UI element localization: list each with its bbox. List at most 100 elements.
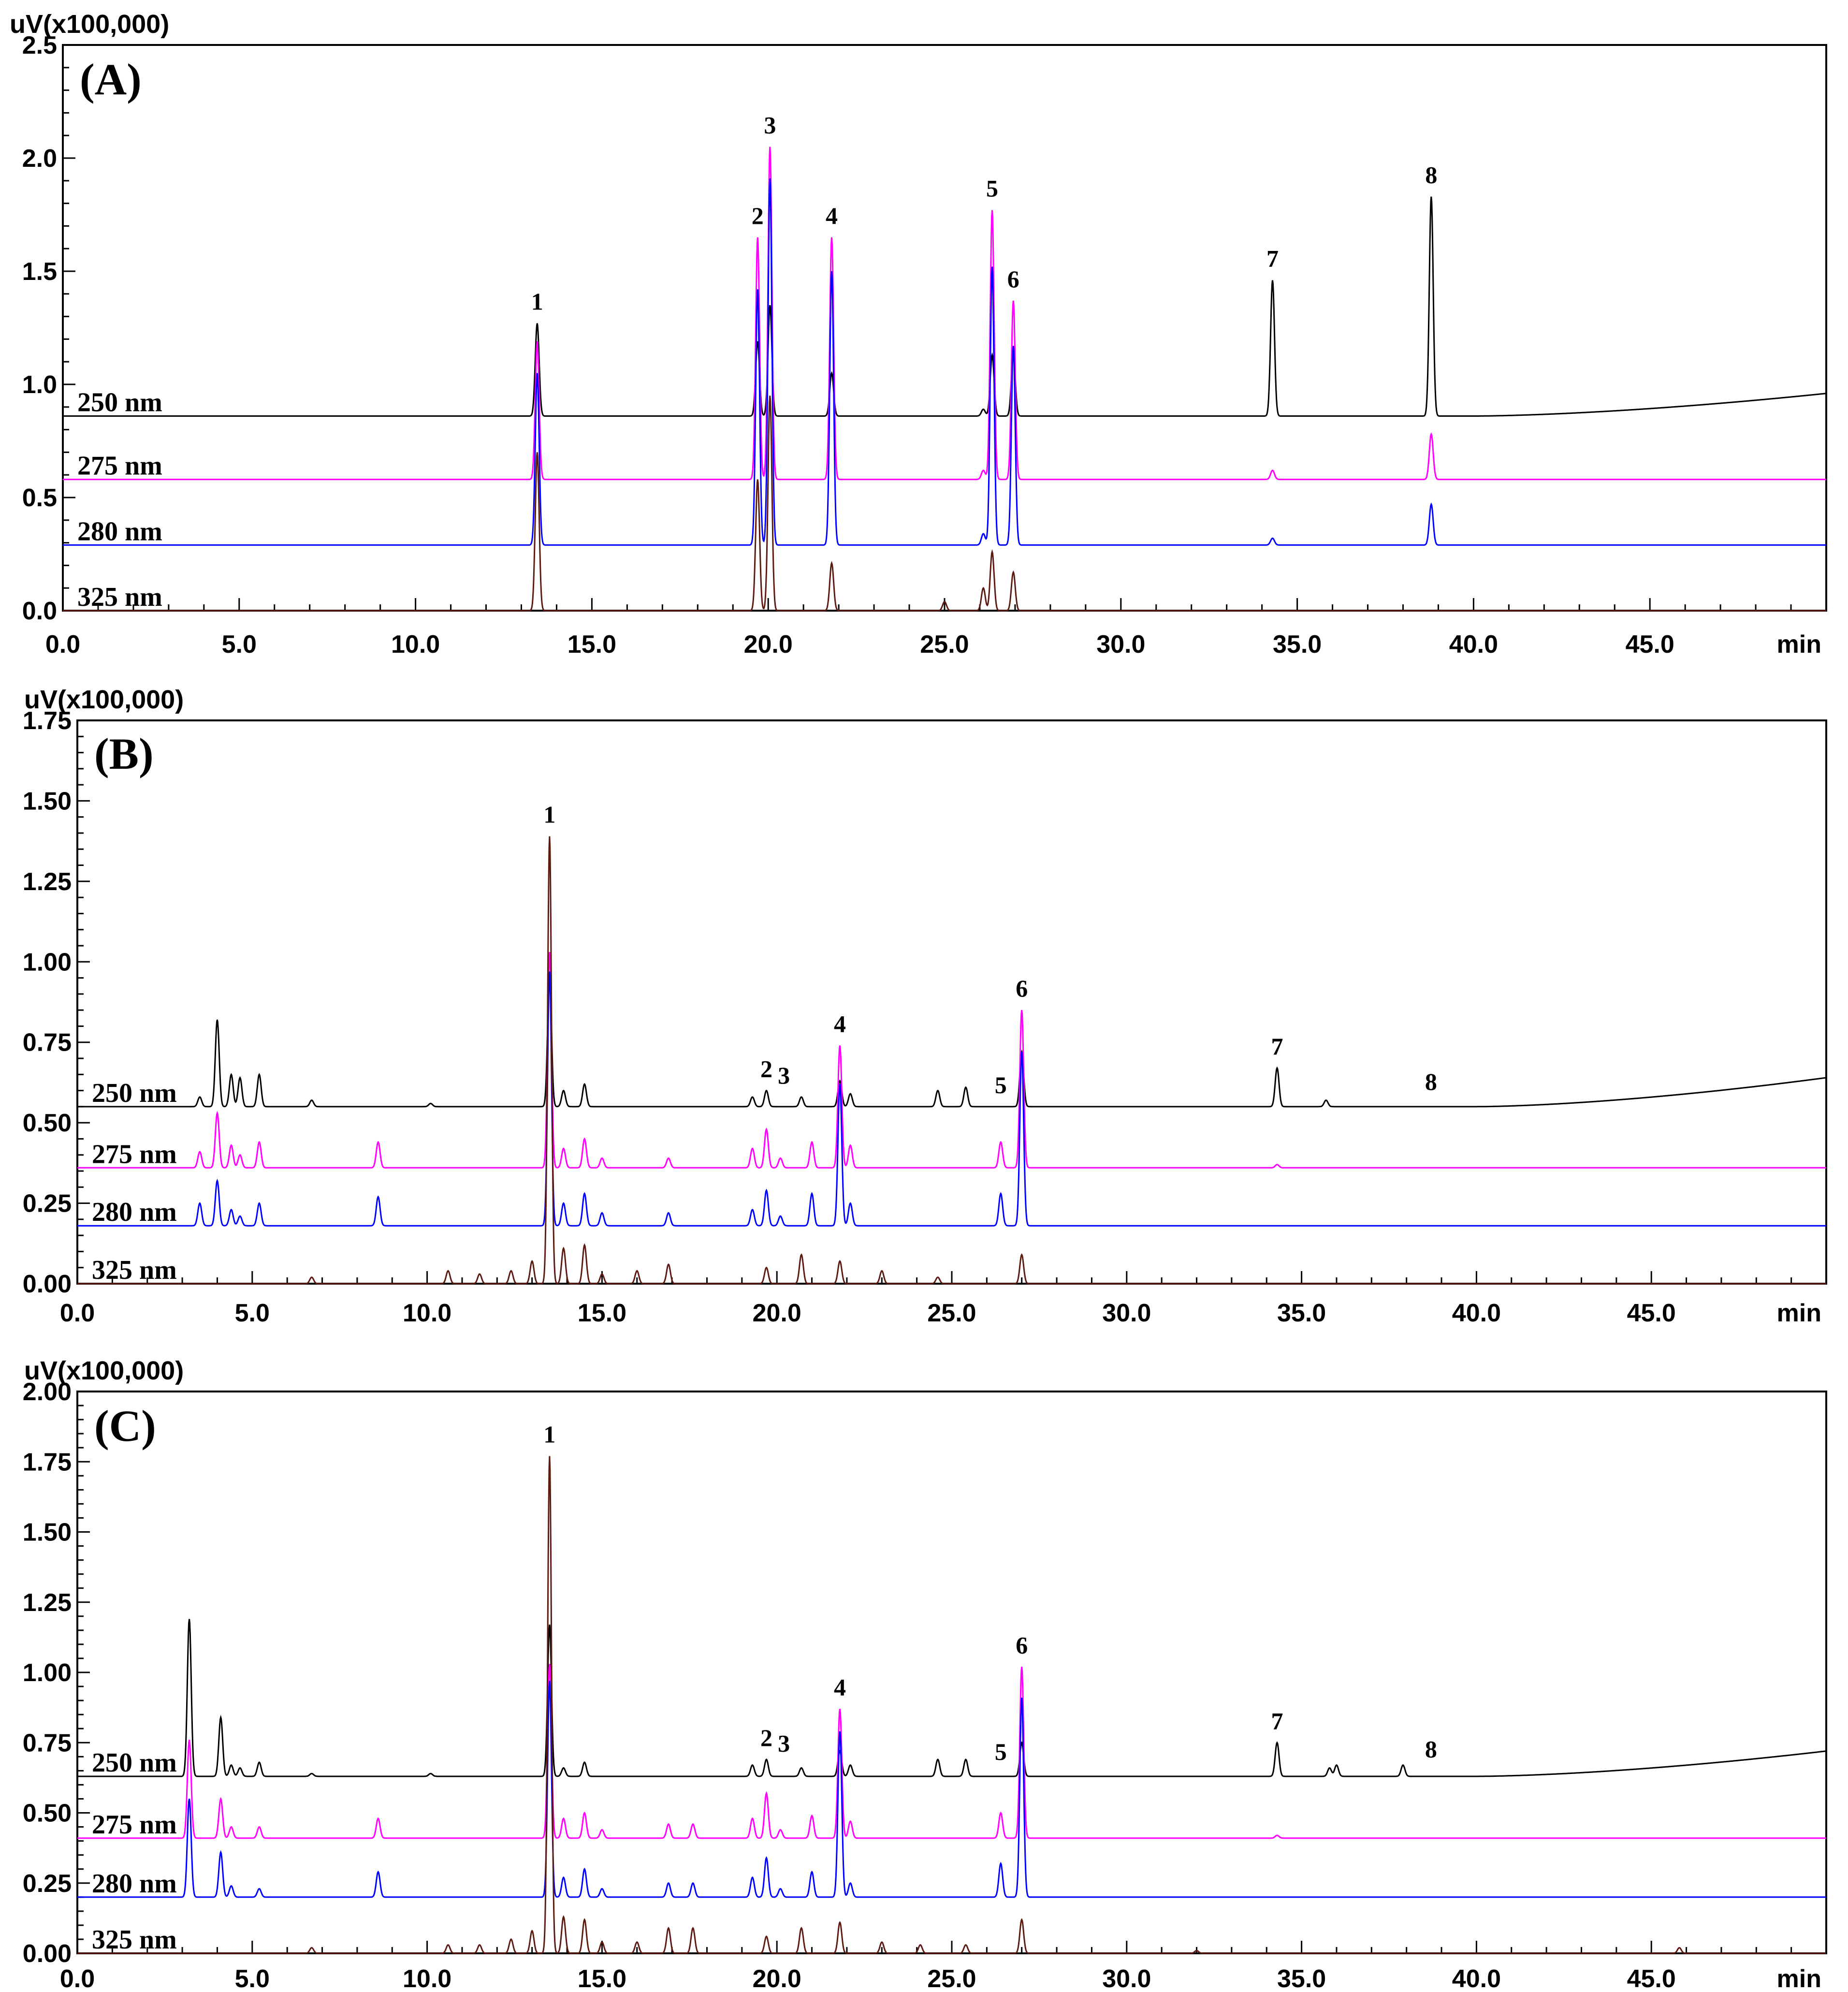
x-tick-label: 30.0 [1096, 630, 1145, 659]
x-tick-label: 15.0 [578, 1299, 626, 1327]
chart-panel-2: uV(x100,000)(B)0.0 5.0 10.0 15.0 20.0 25.0 30.… [23, 685, 1827, 1327]
y-tick-label: 0.50 [23, 1109, 72, 1137]
peak-label: 1 [531, 288, 543, 315]
series-line-2 [77, 1664, 1826, 1839]
series-line-2 [77, 952, 1826, 1169]
peak-label: 6 [1016, 975, 1028, 1002]
x-tick-label: 30.0 [1102, 1299, 1151, 1327]
y-tick-label: 1.25 [23, 1589, 72, 1617]
peak-label: 2 [760, 1724, 772, 1751]
peak-label: 4 [834, 1674, 846, 1701]
x-tick-label: 25.0 [927, 1965, 976, 1992]
x-tick-label: 25.0 [920, 630, 969, 659]
x-tick-label: 10.0 [403, 1299, 451, 1327]
plot-frame [62, 44, 1827, 612]
series-name-label: 250 nm [77, 388, 162, 418]
peak-label: 3 [764, 112, 776, 139]
x-tick-label: 0.0 [60, 1299, 95, 1327]
x-tick-label: 45.0 [1626, 630, 1674, 659]
y-tick-label: 2.00 [23, 1378, 72, 1406]
series-name-label: 250 nm [92, 1078, 177, 1108]
series-name-label: 280 nm [92, 1197, 177, 1227]
y-axis-label: uV(x100,000) [10, 10, 169, 39]
y-tick-label: 1.0 [22, 371, 57, 399]
x-tick-label: 25.0 [927, 1299, 976, 1327]
peak-label: 6 [1016, 1631, 1028, 1658]
series-line-3 [77, 971, 1826, 1227]
y-axis-label: uV(x100,000) [24, 1356, 184, 1385]
x-tick-label: 5.0 [235, 1299, 270, 1327]
y-tick-label: 1.50 [23, 787, 72, 815]
series-name-label: 325 nm [92, 1255, 177, 1285]
series-line-1 [63, 196, 1827, 417]
x-tick-label: 20.0 [744, 630, 793, 659]
series-name-label: 275 nm [77, 451, 162, 481]
peak-label: 7 [1271, 1707, 1283, 1734]
y-tick-label: 1.00 [23, 1659, 72, 1687]
peak-label: 6 [1007, 265, 1019, 293]
y-tick-label: 0.75 [23, 1029, 72, 1057]
y-tick-label: 1.75 [23, 707, 72, 735]
y-tick-label: 0.0 [22, 597, 57, 625]
peak-label: 7 [1266, 245, 1279, 272]
x-tick-label: 20.0 [753, 1965, 801, 1992]
chart-panel-3: uV(x100,000)(C)0.0 5.0 10.0 15.0 20.0 25.0 30.… [23, 1356, 1827, 1992]
series-line-2 [63, 146, 1826, 481]
series-line-1 [77, 1619, 1827, 1777]
peak-label: 2 [760, 1055, 772, 1083]
x-tick-label: 0.0 [60, 1965, 95, 1992]
series-line-4 [77, 1456, 1826, 1954]
y-tick-label: 1.00 [23, 948, 72, 976]
series-name-label: 325 nm [92, 1925, 177, 1955]
y-tick-label: 1.75 [23, 1448, 72, 1476]
x-tick-label: 45.0 [1627, 1299, 1676, 1327]
plot-frame [76, 719, 1827, 1285]
series-name-label: 325 nm [77, 582, 162, 612]
y-tick-label: 2.0 [22, 145, 57, 173]
series-line-4 [77, 836, 1826, 1285]
series-line-4 [63, 395, 1826, 612]
y-tick-label: 2.5 [22, 31, 57, 59]
y-tick-label: 0.50 [23, 1800, 72, 1828]
x-tick-label: 5.0 [222, 630, 257, 659]
panel-label: (A) [80, 55, 142, 104]
peak-label: 4 [834, 1010, 846, 1037]
peak-label: 4 [826, 202, 838, 229]
peak-label: 7 [1271, 1033, 1283, 1060]
y-tick-label: 0.00 [23, 1270, 72, 1298]
series-line-3 [77, 1681, 1826, 1898]
y-tick-label: 1.25 [23, 868, 72, 896]
y-tick-label: 0.00 [23, 1940, 72, 1968]
x-axis-unit: min [1777, 1299, 1821, 1327]
peak-label: 3 [778, 1062, 790, 1089]
y-tick-label: 0.25 [23, 1870, 72, 1898]
series-line-1 [77, 974, 1827, 1108]
peak-label: 8 [1425, 1735, 1437, 1762]
x-tick-label: 10.0 [391, 630, 440, 659]
y-tick-label: 1.5 [22, 258, 57, 286]
peak-label: 3 [778, 1730, 790, 1757]
series-line-3 [63, 178, 1826, 546]
peak-label: 1 [543, 1421, 555, 1448]
y-tick-label: 1.50 [23, 1519, 72, 1547]
x-tick-label: 35.0 [1273, 630, 1322, 659]
x-tick-label: 20.0 [753, 1299, 801, 1327]
peak-label: 5 [986, 175, 998, 202]
y-tick-label: 0.75 [23, 1729, 72, 1757]
x-tick-label: 5.0 [235, 1965, 270, 1992]
x-tick-label: 15.0 [578, 1965, 626, 1992]
chart-panel-1: uV(x100,000)(A)0.0 5.0 10.0 15.0 20.0 25.0 30.… [10, 10, 1827, 659]
series-name-label: 250 nm [92, 1748, 177, 1778]
plot-frame [76, 1391, 1827, 1954]
x-tick-label: 30.0 [1102, 1965, 1151, 1992]
series-name-label: 280 nm [92, 1869, 177, 1899]
x-tick-label: 40.0 [1452, 1965, 1501, 1992]
x-tick-label: 35.0 [1277, 1965, 1326, 1992]
peak-label: 8 [1425, 1068, 1437, 1095]
y-tick-label: 0.25 [23, 1190, 72, 1218]
x-tick-label: 0.0 [45, 630, 80, 659]
peak-label: 5 [995, 1071, 1007, 1099]
peak-label: 5 [995, 1738, 1007, 1765]
peak-label: 1 [543, 801, 555, 828]
x-axis-unit: min [1777, 630, 1821, 659]
